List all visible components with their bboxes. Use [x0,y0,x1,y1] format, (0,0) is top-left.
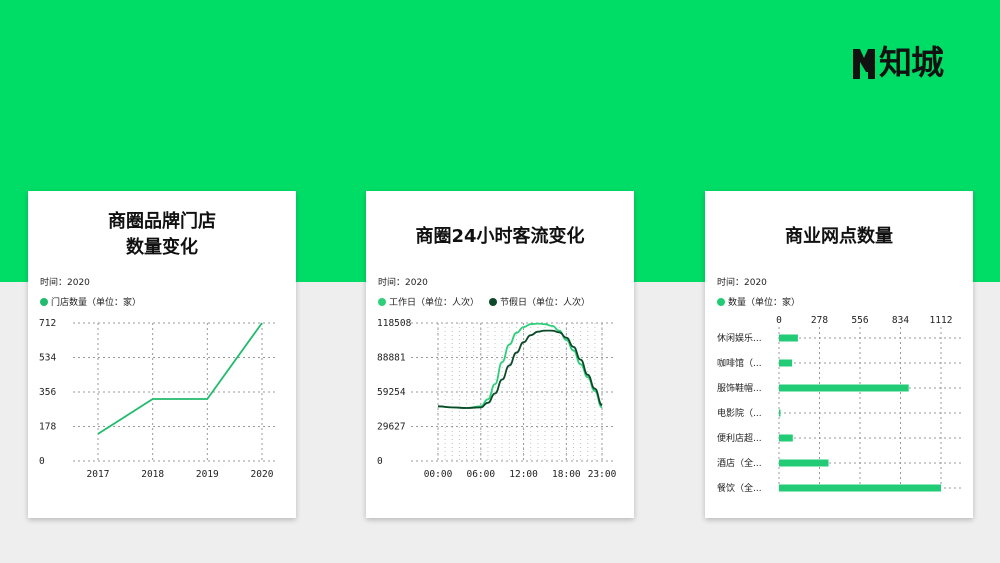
legend-dot-icon [40,297,48,306]
card-title-line: 商圈品牌门店 [108,211,216,232]
brand-mark-icon [853,49,875,79]
card-title: 商业网点数量 [705,224,973,250]
y-tick-label: 534 [39,353,56,364]
chart-legend: 门店数量（单位：家） [40,295,151,308]
x-tick-label: 0 [776,315,782,326]
x-tick-label: 2017 [87,469,110,480]
legend-item: 门店数量（单位：家） [40,295,141,308]
store-count-line-chart: 0 178 356 534 712 2017 2018 2019 2020 [39,318,278,480]
card-title: 商圈24小时客流变化 [366,224,634,250]
x-tick-label: 834 [892,315,909,326]
y-tick-label: 356 [39,387,56,398]
x-tick-label: 23:00 [588,469,617,480]
chart-legend: 工作日（单位：人次） 节假日（单位：人次） [378,295,600,308]
category-label: 咖啡馆（... [717,357,762,369]
y-tick-label: 0 [377,456,383,467]
x-tick-label: 2018 [141,469,164,480]
y-tick-label: 29627 [377,422,406,433]
x-tick-label: 2020 [251,469,274,480]
card-title: 商圈品牌门店 数量变化 [28,209,296,261]
series-line-holiday [437,329,603,409]
time-label: 时间：2020 [40,278,90,288]
legend-label: 节假日（单位：人次） [500,298,591,308]
category-label: 服饰鞋帽... [717,382,762,394]
x-tick-label: 06:00 [466,469,495,480]
card-title-line: 商业网点数量 [785,226,893,247]
legend-label: 数量（单位：家） [728,298,801,308]
x-tick-label: 556 [851,315,868,326]
chart-legend: 数量（单位：家） [717,295,810,308]
legend-label: 门店数量（单位：家） [51,298,142,308]
y-tick-label: 178 [39,422,56,433]
card-outlet-count: 商业网点数量 时间：2020 数量（单位：家） 0 278 556 834 1112 休闲… [705,191,973,518]
x-tick-label: 00:00 [424,469,453,480]
category-label: 电影院（... [717,407,762,419]
bar [779,359,793,367]
card-title-line: 商圈24小时客流变化 [415,226,585,247]
legend-dot-icon [489,297,498,306]
legend-dot-icon [717,297,725,306]
series-line-store-count [97,322,263,435]
bar [779,409,781,417]
y-tick-label: 0 [39,456,45,467]
x-tick-label: 18:00 [552,469,581,480]
x-tick-label: 278 [811,315,828,326]
bar [779,384,909,392]
category-label: 酒店（全... [717,457,762,469]
hourly-traffic-line-chart: 0 29627 59254 88881 118508 00:00 06:00 12:00 18:… [377,318,617,480]
y-tick-label: 712 [39,318,56,329]
legend-item: 工作日（单位：人次） [378,295,479,308]
legend-label: 工作日（单位：人次） [389,298,480,308]
card-title-line: 数量变化 [126,237,198,258]
bar [779,484,941,492]
y-tick-label: 88881 [377,353,406,364]
brand-logo-text: 知城 [879,43,944,82]
outlet-count-bar-chart: 0 278 556 834 1112 休闲娱乐... 咖啡馆（... 服饰鞋帽... 电影院（.… [717,315,963,494]
x-tick-label: 2019 [196,469,219,480]
x-tick-label: 1112 [930,315,953,326]
bar [779,434,793,442]
bar [779,334,798,342]
y-tick-label: 118508 [377,318,412,329]
brand-logo: 知城 [852,43,944,83]
series-line-workday [437,322,603,409]
category-label: 休闲娱乐... [717,332,762,344]
category-label: 餐饮（全... [717,482,762,494]
card-store-count: 商圈品牌门店 数量变化 时间：2020 门店数量（单位：家） 0 178 356 53… [28,191,296,518]
category-label: 便利店超... [717,432,762,444]
legend-item: 数量（单位：家） [717,295,800,308]
time-label: 时间：2020 [717,278,767,288]
y-tick-label: 59254 [377,387,406,398]
x-tick-label: 12:00 [509,469,538,480]
bar [779,459,829,467]
legend-dot-icon [378,297,386,306]
card-hourly-traffic: 商圈24小时客流变化 时间：2020 工作日（单位：人次） 节假日（单位：人次）… [366,191,634,518]
legend-item: 节假日（单位：人次） [489,295,590,308]
time-label: 时间：2020 [378,278,428,288]
